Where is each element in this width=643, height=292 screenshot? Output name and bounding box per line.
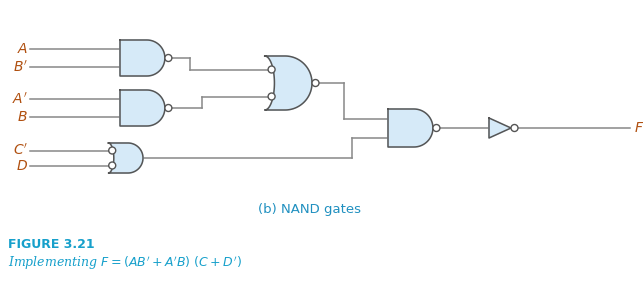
Text: Implementing $F = (AB' + A'B)\ (C + D')$: Implementing $F = (AB' + A'B)\ (C + D')$ (8, 254, 242, 272)
Text: $C'$: $C'$ (13, 143, 28, 158)
Polygon shape (388, 109, 433, 147)
Circle shape (268, 66, 275, 73)
Polygon shape (120, 90, 165, 126)
Polygon shape (489, 118, 511, 138)
Polygon shape (265, 56, 312, 110)
Text: $D$: $D$ (16, 159, 28, 173)
Circle shape (109, 162, 116, 169)
Text: $A'$: $A'$ (12, 91, 28, 107)
Circle shape (165, 105, 172, 112)
Text: $B'$: $B'$ (13, 59, 28, 74)
Polygon shape (109, 143, 143, 173)
Text: $F$: $F$ (634, 121, 643, 135)
Circle shape (165, 55, 172, 62)
Polygon shape (120, 40, 165, 76)
Circle shape (433, 124, 440, 131)
Text: (b) NAND gates: (b) NAND gates (258, 204, 361, 216)
Text: $B$: $B$ (17, 110, 28, 124)
Text: FIGURE 3.21: FIGURE 3.21 (8, 239, 95, 251)
Circle shape (268, 93, 275, 100)
Text: $A$: $A$ (17, 42, 28, 56)
Circle shape (312, 79, 319, 86)
Circle shape (109, 147, 116, 154)
Circle shape (511, 124, 518, 131)
